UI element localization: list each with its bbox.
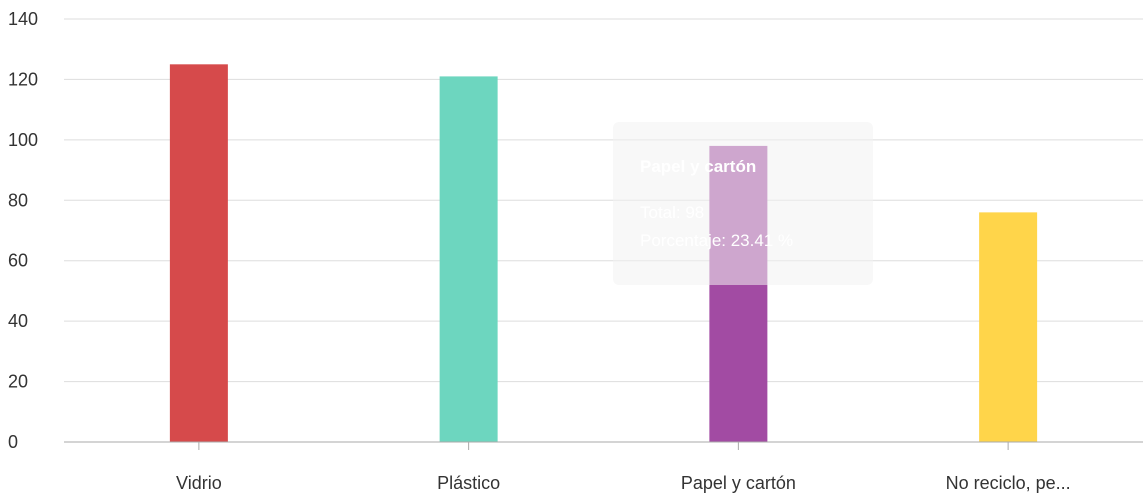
x-tick-label: Papel y cartón bbox=[681, 473, 796, 493]
x-tick-label: Vidrio bbox=[176, 473, 222, 493]
y-tick-label: 20 bbox=[8, 372, 28, 392]
y-tick-label: 80 bbox=[8, 190, 28, 210]
x-tick-label: Plástico bbox=[437, 473, 500, 493]
bars bbox=[169, 64, 1038, 443]
y-tick-label: 140 bbox=[8, 9, 38, 29]
tooltip: Papel y cartón Total: 98 Porcentaje: 23.… bbox=[613, 122, 873, 285]
y-tick-label: 60 bbox=[8, 251, 28, 271]
tooltip-total: Total: 98 bbox=[640, 203, 704, 222]
tooltip-title: Papel y cartón bbox=[640, 157, 756, 176]
bar[interactable] bbox=[439, 76, 498, 443]
gridlines bbox=[64, 18, 1143, 383]
y-tick-label: 40 bbox=[8, 311, 28, 331]
y-tick-label: 0 bbox=[8, 432, 18, 452]
bar[interactable] bbox=[169, 64, 228, 443]
tooltip-percentage: Porcentaje: 23.41 % bbox=[640, 231, 793, 250]
y-tick-label: 120 bbox=[8, 69, 38, 89]
x-tick-label: No reciclo, pe... bbox=[946, 473, 1071, 493]
bar[interactable] bbox=[979, 212, 1038, 442]
y-tick-label: 100 bbox=[8, 130, 38, 150]
x-axis-ticks: Vidrio Plástico Papel y cartón No reciclo, … bbox=[176, 442, 1071, 493]
tooltip-background bbox=[613, 122, 873, 285]
y-axis-ticks: 0 20 40 60 80 100 120 140 bbox=[8, 9, 38, 452]
